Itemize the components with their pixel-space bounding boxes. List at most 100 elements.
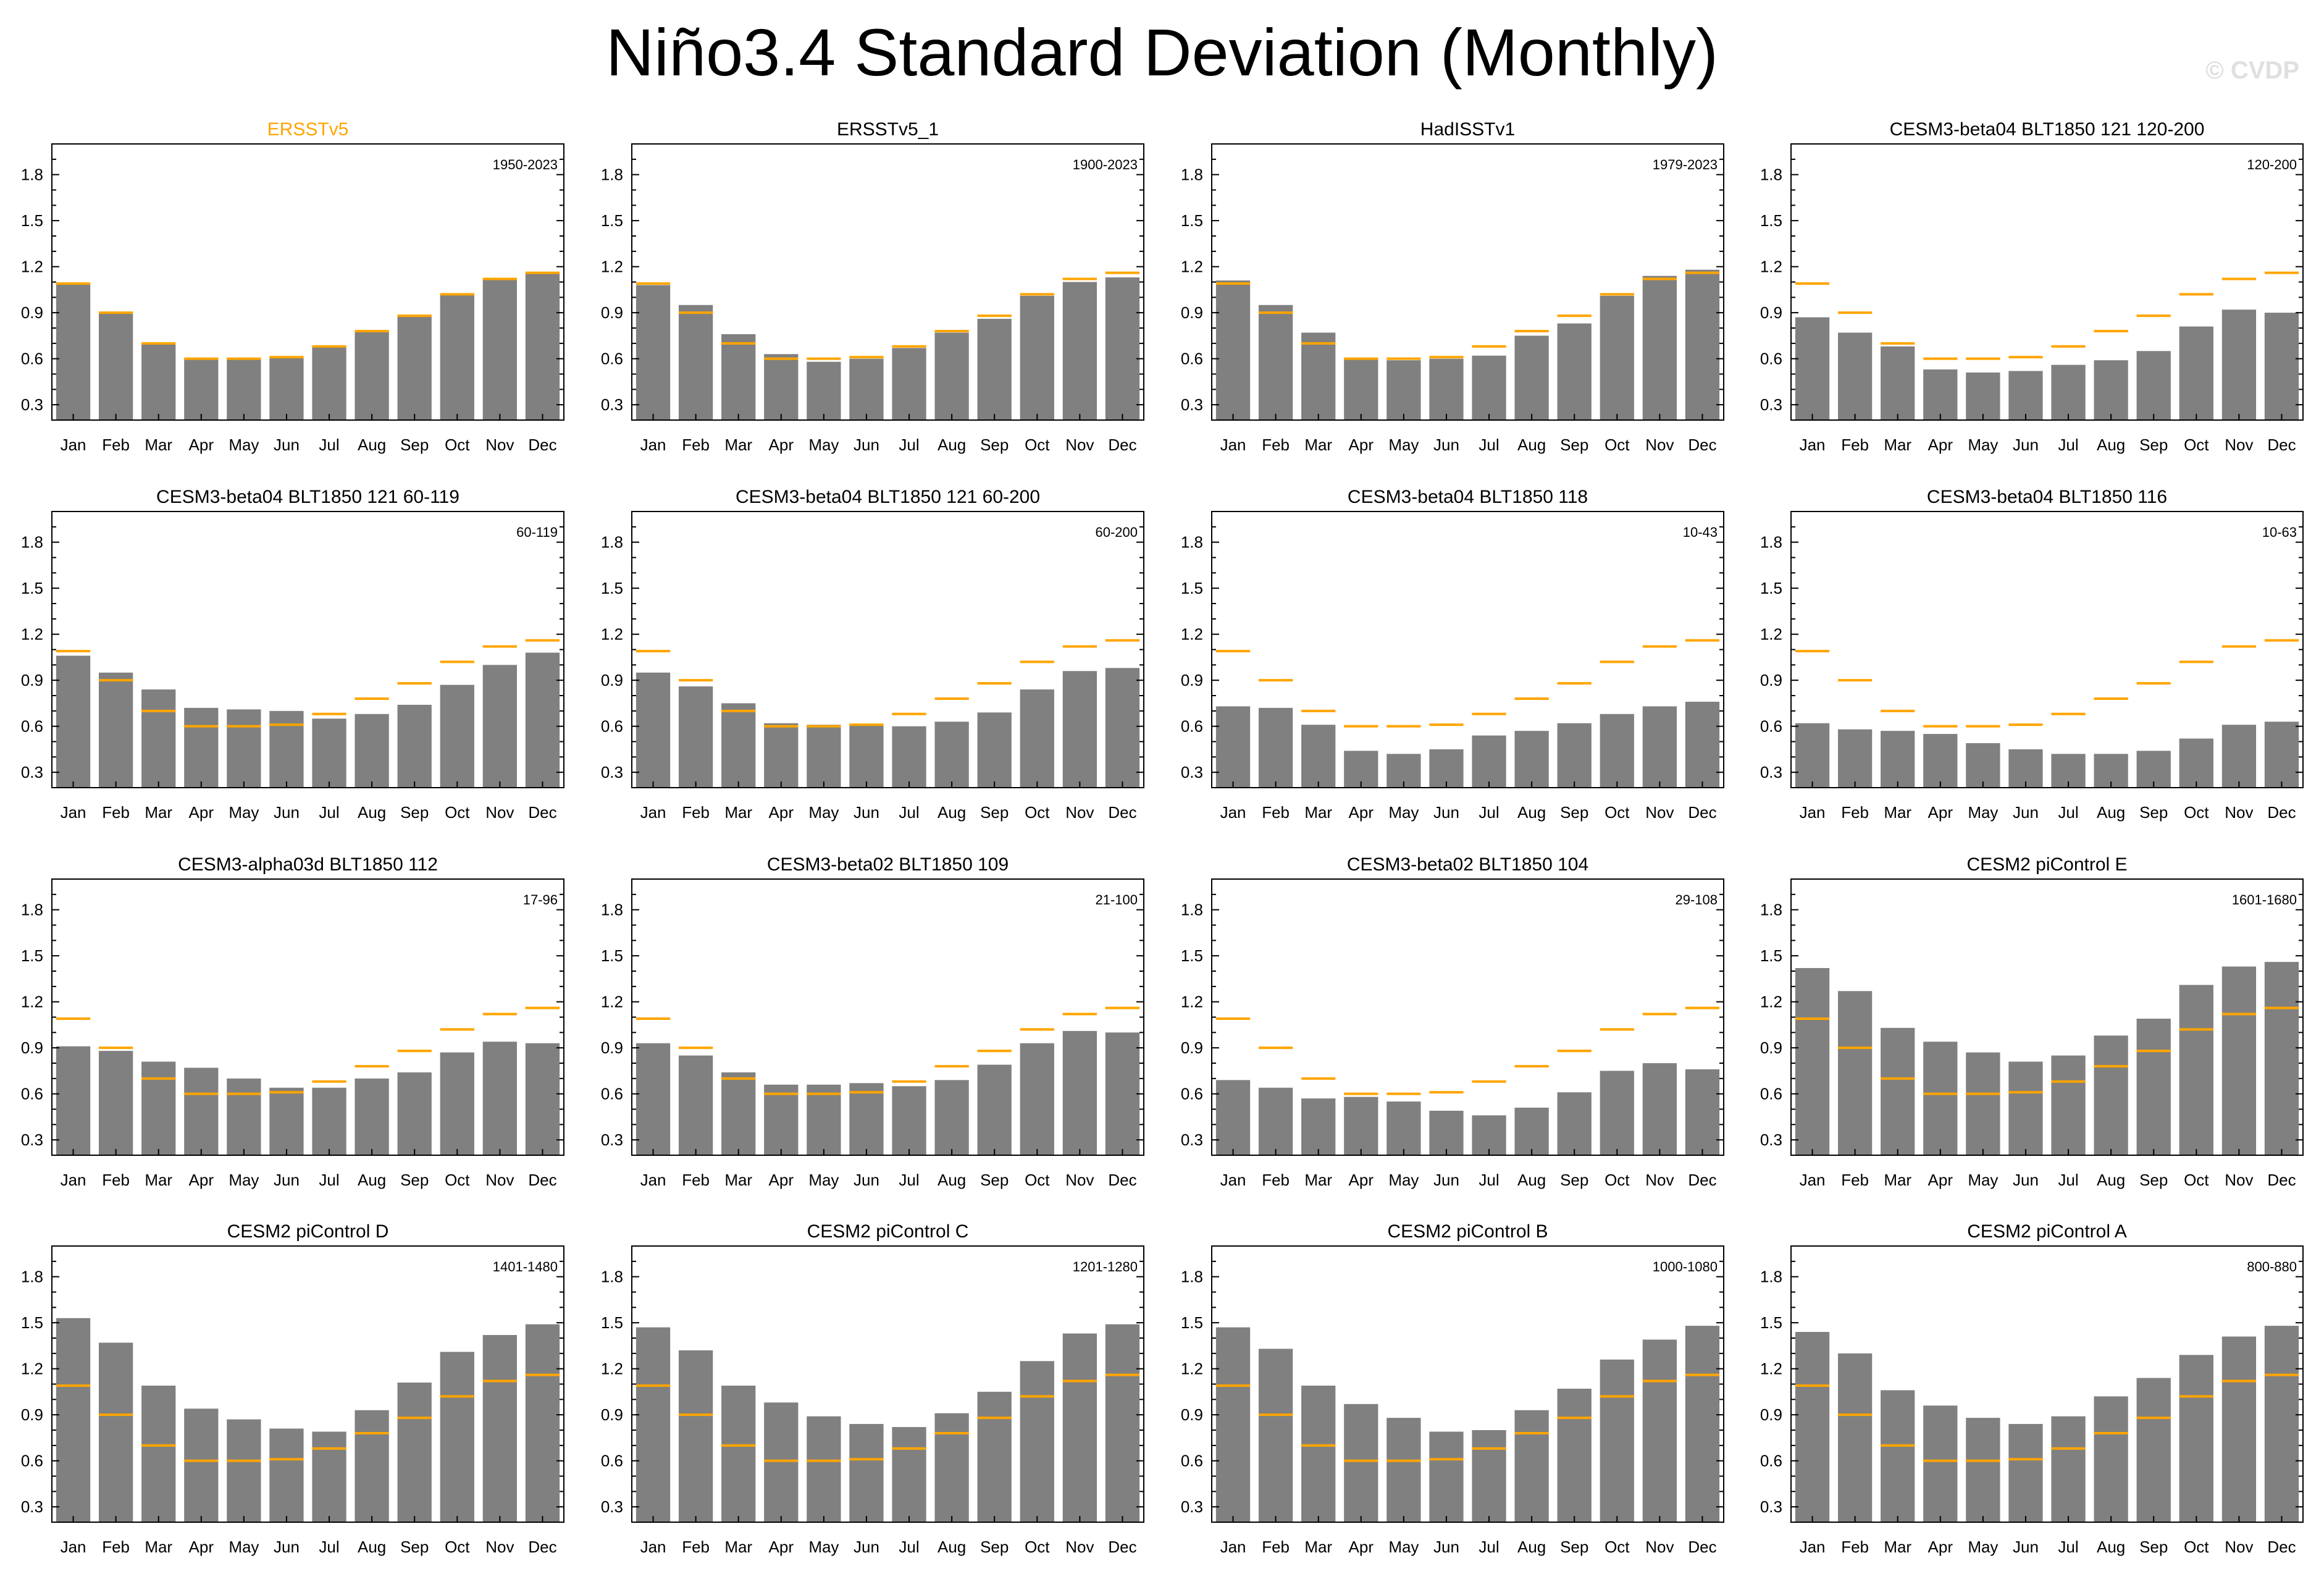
bar-nov — [2221, 966, 2257, 1155]
y-tick-label: 1.2 — [601, 1360, 623, 1378]
bar-dec — [1105, 1032, 1140, 1155]
x-tick-label: Feb — [682, 1538, 710, 1556]
y-tick-label: 1.5 — [21, 946, 43, 965]
x-tick-label: Jan — [1800, 803, 1826, 822]
panel-title: CESM2 piControl D — [227, 1221, 389, 1242]
x-tick-label: Sep — [2139, 1171, 2168, 1189]
bar-apr — [1344, 1404, 1378, 1522]
bar-nov — [1062, 671, 1097, 788]
x-tick-label: Nov — [1645, 1171, 1674, 1189]
bar-dec — [1685, 1326, 1720, 1522]
x-tick-label: May — [229, 1171, 259, 1189]
x-tick-label: Jan — [1220, 1538, 1246, 1556]
bar-nov — [1642, 276, 1677, 420]
bar-aug — [2094, 360, 2128, 420]
x-tick-label: Jun — [1433, 803, 1459, 822]
period-label: 1950-2023 — [493, 157, 558, 172]
bar-apr — [764, 1402, 799, 1522]
x-tick-label: Aug — [938, 436, 966, 454]
bar-jul — [312, 1431, 346, 1522]
x-tick-label: Apr — [1349, 1538, 1374, 1556]
bar-mar — [1881, 1390, 1915, 1522]
x-tick-label: Feb — [1262, 436, 1290, 454]
x-tick-label: Mar — [724, 803, 752, 822]
x-tick-label: Apr — [769, 1171, 794, 1189]
x-tick-label: Feb — [102, 803, 130, 822]
bar-mar — [721, 1385, 756, 1522]
bar-apr — [764, 723, 799, 788]
panel-title: CESM3-beta04 BLT1850 116 — [1927, 487, 2167, 507]
panel-15: CESM2 piControl B 0.3 0.6 0.9 1.2 1.5 1.8 Jan Fe… — [1181, 1221, 1724, 1556]
panel-title: CESM3-beta04 BLT1850 121 60-119 — [156, 487, 459, 507]
x-tick-label: Oct — [1605, 1538, 1630, 1556]
y-tick-label: 1.8 — [21, 533, 43, 552]
bar-apr — [1923, 369, 1958, 420]
bar-jun — [1429, 358, 1464, 420]
x-tick-label: Oct — [445, 1171, 470, 1189]
x-tick-label: Jun — [2013, 1171, 2039, 1189]
x-tick-label: Jul — [899, 1171, 919, 1189]
bar-may — [1386, 1418, 1421, 1522]
x-tick-label: Nov — [1065, 436, 1094, 454]
bar-aug — [934, 1413, 969, 1522]
bar-jan — [56, 1046, 91, 1155]
bar-nov — [482, 279, 518, 420]
bar-oct — [1020, 1043, 1054, 1155]
x-tick-label: Jul — [1479, 803, 1499, 822]
bar-jul — [312, 346, 346, 420]
y-tick-label: 1.8 — [601, 166, 623, 184]
x-tick-label: Jun — [1433, 436, 1459, 454]
bar-apr — [184, 707, 219, 788]
y-tick-label: 1.8 — [1181, 1268, 1203, 1286]
y-tick-label: 1.2 — [1181, 625, 1203, 644]
x-tick-label: Oct — [1025, 436, 1050, 454]
y-tick-label: 1.2 — [1181, 1360, 1203, 1378]
bar-mar — [721, 703, 756, 788]
y-tick-label: 1.8 — [1760, 901, 1782, 919]
bar-may — [1966, 1052, 2000, 1155]
period-label: 1900-2023 — [1073, 157, 1138, 172]
bar-dec — [525, 1043, 560, 1155]
y-tick-label: 1.2 — [21, 993, 43, 1011]
y-tick-label: 0.6 — [1181, 350, 1203, 368]
bar-aug — [934, 1080, 969, 1155]
bar-feb — [1837, 332, 1873, 420]
bar-sep — [977, 1064, 1012, 1155]
bar-feb — [1837, 991, 1873, 1155]
x-tick-label: May — [808, 436, 839, 454]
panel-11: CESM3-beta02 BLT1850 104 0.3 0.6 0.9 1.2 1.5 1… — [1181, 854, 1724, 1189]
x-tick-label: Jan — [61, 1171, 86, 1189]
y-tick-label: 0.6 — [1181, 1452, 1203, 1470]
x-tick-label: Jun — [2013, 1538, 2039, 1556]
x-tick-label: Sep — [400, 1538, 429, 1556]
x-tick-label: Mar — [145, 436, 172, 454]
bar-aug — [1514, 1410, 1549, 1522]
bar-feb — [98, 1051, 133, 1155]
bar-oct — [2179, 738, 2213, 788]
bar-feb — [678, 305, 713, 420]
x-tick-label: Sep — [980, 1538, 1009, 1556]
x-tick-label: Jun — [274, 436, 300, 454]
x-tick-label: Apr — [1349, 436, 1374, 454]
panel-16: CESM2 piControl A 0.3 0.6 0.9 1.2 1.5 1.8 Jan Fe… — [1760, 1221, 2304, 1556]
period-label: 17-96 — [523, 892, 558, 907]
x-tick-label: Jun — [274, 1171, 300, 1189]
x-tick-label: Dec — [1108, 803, 1136, 822]
x-tick-label: Sep — [980, 436, 1009, 454]
x-tick-label: Jun — [274, 803, 300, 822]
x-tick-label: Mar — [145, 1538, 172, 1556]
bar-feb — [98, 672, 133, 788]
period-label: 29-108 — [1675, 892, 1718, 907]
panel-7: CESM3-beta04 BLT1850 118 0.3 0.6 0.9 1.2 1.5 1… — [1181, 487, 1724, 822]
bar-aug — [1514, 731, 1549, 788]
panel-2: ERSSTv5_1 0.3 0.6 0.9 1.2 1.5 1.8 Jan Feb Mar Apr M… — [601, 119, 1144, 454]
y-tick-label: 1.2 — [1760, 1360, 1782, 1378]
bar-apr — [1344, 1097, 1378, 1155]
bar-sep — [1557, 1388, 1592, 1522]
bar-may — [1386, 360, 1421, 420]
bar-jul — [1472, 1115, 1506, 1155]
period-label: 1979-2023 — [1653, 157, 1718, 172]
y-tick-label: 0.9 — [21, 1038, 43, 1057]
bar-oct — [1600, 1359, 1634, 1522]
x-tick-label: Aug — [938, 1538, 966, 1556]
